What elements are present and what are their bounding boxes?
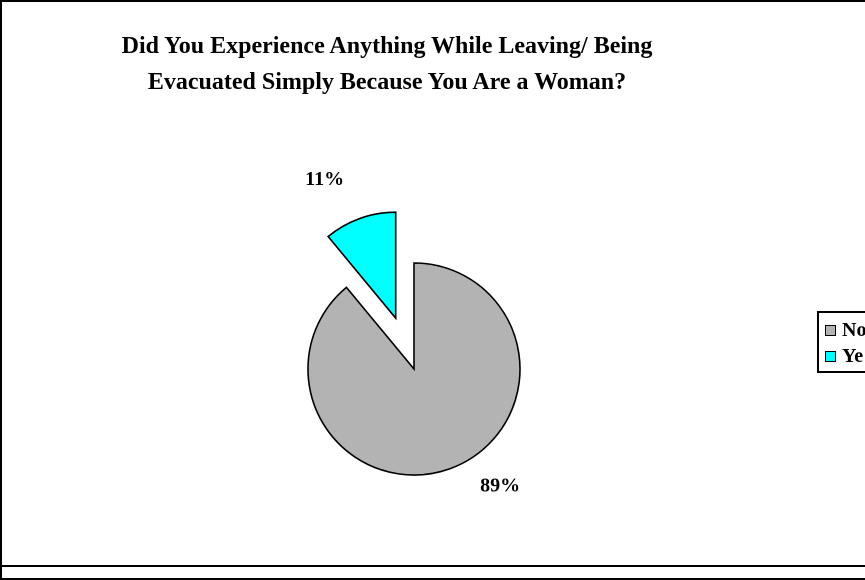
pie-slice-no (307, 262, 521, 476)
legend-swatch-yes (825, 350, 836, 362)
legend-label-no: No (842, 318, 865, 341)
legend-swatch-no (825, 324, 836, 336)
pie-label-no: 89% (480, 475, 520, 497)
pie-slices (307, 211, 521, 476)
legend-label-yes: Ye (842, 344, 864, 367)
pie-label-yes: 11% (305, 168, 344, 190)
legend-item-yes: Ye (825, 344, 865, 368)
chart-title-line-2: Evacuated Simply Because You Are a Woman… (147, 69, 627, 95)
plot-area-border (2, 565, 865, 567)
pie-labels: 89% 11% (305, 168, 520, 497)
chart-title-line-1: Did You Experience Anything While Leavin… (121, 33, 653, 59)
legend: No Ye (817, 311, 865, 373)
chart-title: Did You Experience Anything While Leavin… (42, 28, 732, 100)
legend-item-no: No (825, 318, 865, 342)
pie-slice-yes (327, 211, 397, 321)
